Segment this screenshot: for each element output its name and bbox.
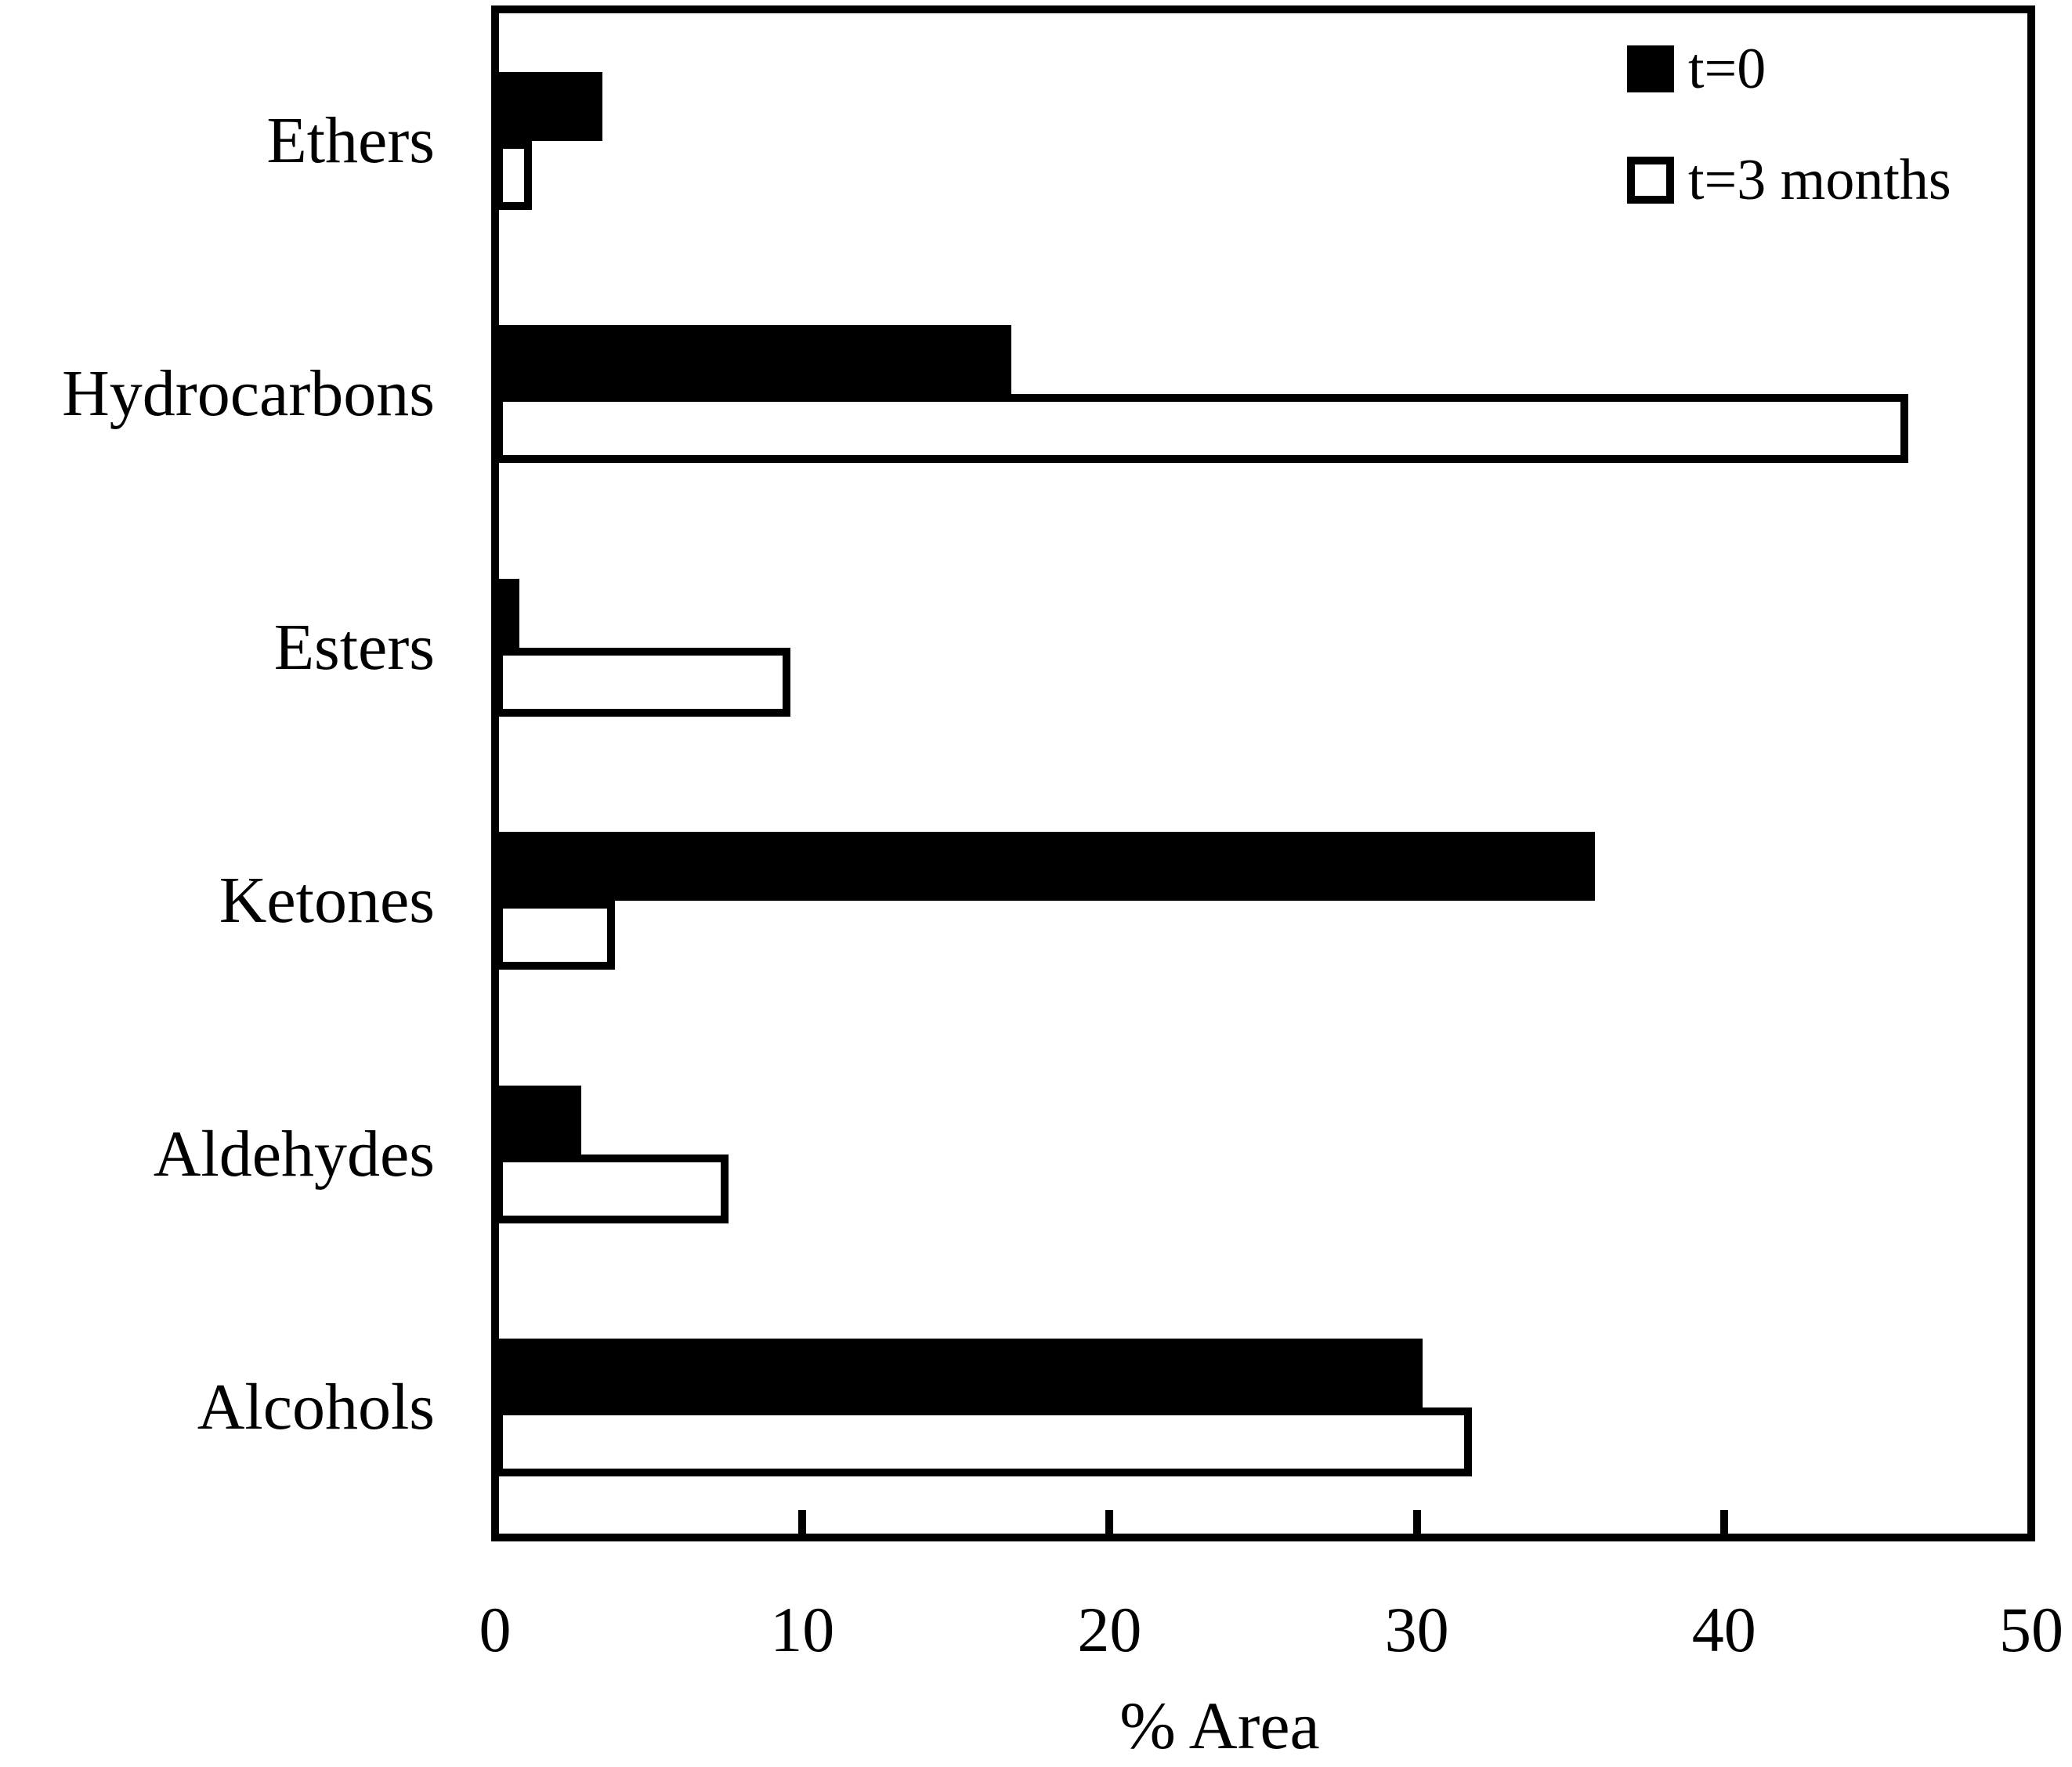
plot-area-frame (491, 5, 2035, 1541)
x-tick-mark-40 (1719, 1510, 1728, 1534)
category-label-alcohols: Alcohols (197, 1371, 435, 1444)
legend-label-t-0: t=0 (1688, 37, 1766, 101)
category-label-esters: Esters (273, 610, 435, 684)
bar-t-0-ketones (495, 832, 1596, 902)
bar-t-0-alcohols (495, 1339, 1423, 1407)
bar-t-3-months-aldehydes (495, 1154, 729, 1223)
x-tick-label-20: 20 (1077, 1594, 1142, 1665)
category-label-aldehydes: Aldehydes (153, 1117, 435, 1191)
bar-t-3-months-hydrocarbons (495, 394, 1909, 464)
x-tick-label-40: 40 (1691, 1594, 1756, 1665)
legend-label-t-3-months: t=3 months (1688, 148, 1951, 212)
x-tick-mark-10 (798, 1510, 807, 1534)
bar-t-3-months-alcohols (495, 1407, 1473, 1476)
category-label-ethers: Ethers (266, 104, 435, 177)
bar-t-0-esters (495, 578, 520, 648)
category-label-hydrocarbons: Hydrocarbons (62, 357, 435, 431)
x-tick-label-10: 10 (770, 1594, 835, 1665)
bar-t-0-ethers (495, 72, 603, 141)
x-tick-mark-30 (1412, 1510, 1421, 1534)
x-tick-label-30: 30 (1384, 1594, 1449, 1665)
bar-t-0-hydrocarbons (495, 325, 1011, 395)
x-tick-label-50: 50 (1999, 1594, 2063, 1665)
x-tick-mark-20 (1105, 1510, 1114, 1534)
bar-t-0-aldehydes (495, 1085, 581, 1155)
x-axis-title: % Area (1119, 1688, 1320, 1763)
category-label-ketones: Ketones (219, 864, 435, 938)
legend-row-t-3-months: t=3 months (1627, 148, 1951, 212)
legend-row-t-0: t=0 (1627, 37, 1766, 101)
bar-t-3-months-ethers (495, 141, 533, 210)
legend-swatch-t-3-months (1627, 157, 1674, 204)
bar-t-3-months-esters (495, 647, 790, 717)
legend-swatch-t-0 (1627, 45, 1674, 92)
x-tick-label-0: 0 (479, 1594, 512, 1665)
bar-t-3-months-ketones (495, 901, 615, 970)
